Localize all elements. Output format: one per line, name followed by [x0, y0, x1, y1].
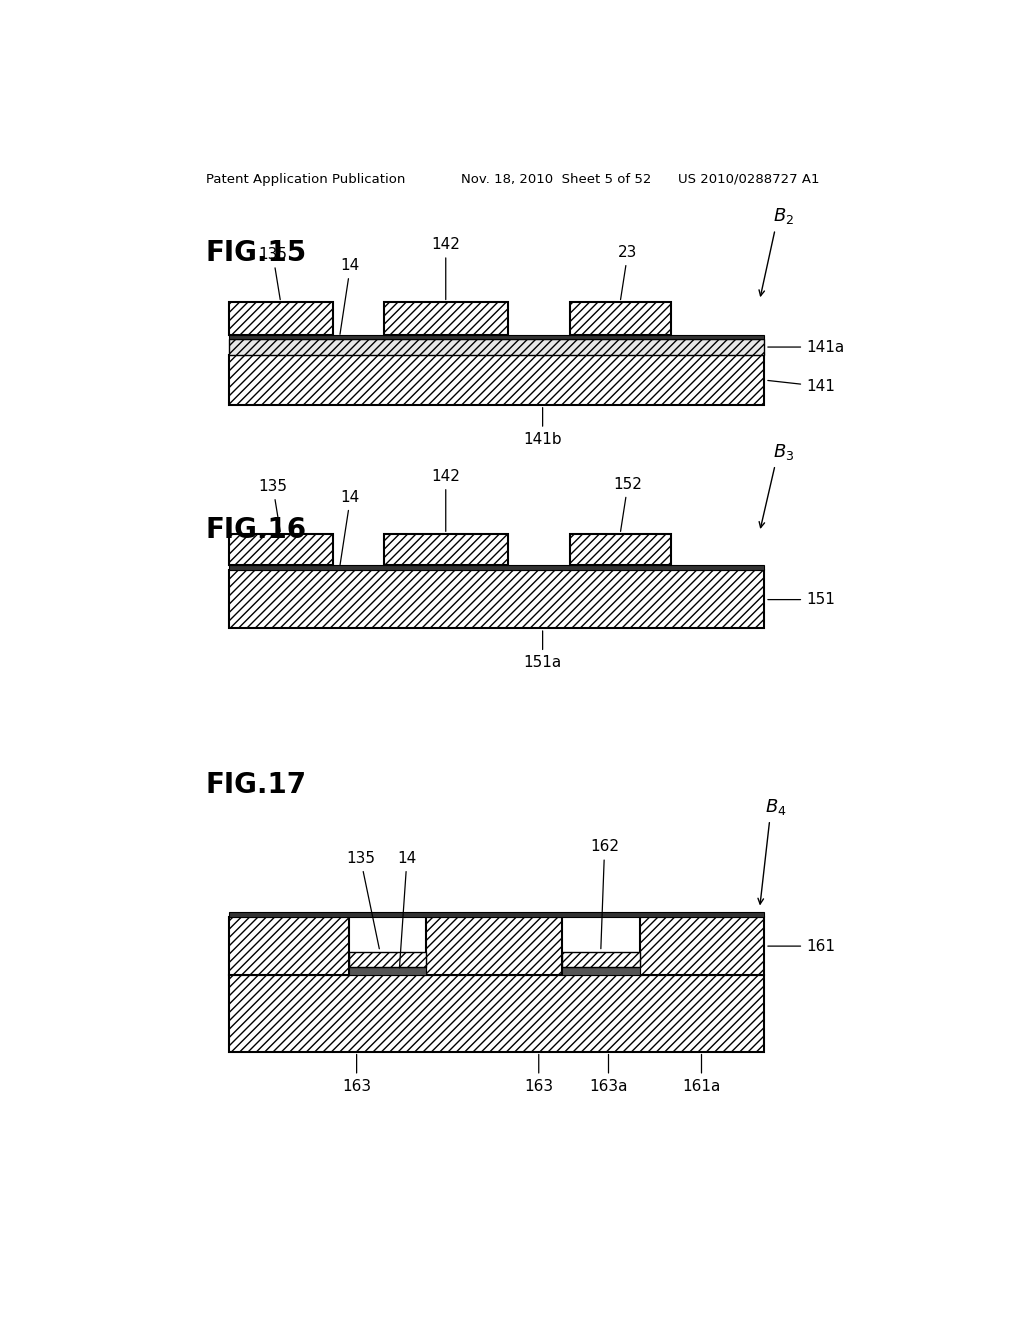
Bar	[640, 917, 764, 974]
Bar	[569, 535, 671, 565]
Bar	[228, 339, 764, 355]
Bar	[569, 302, 671, 335]
Bar	[426, 917, 562, 974]
Bar	[349, 966, 426, 974]
Text: 135: 135	[258, 247, 288, 300]
Text: Nov. 18, 2010  Sheet 5 of 52: Nov. 18, 2010 Sheet 5 of 52	[461, 173, 651, 186]
Text: $B_2$: $B_2$	[773, 206, 794, 226]
Text: $B_4$: $B_4$	[765, 797, 786, 817]
Text: 151a: 151a	[523, 631, 562, 671]
Text: 141b: 141b	[523, 408, 562, 446]
Bar	[562, 952, 640, 966]
Text: 161: 161	[768, 939, 836, 953]
Text: FIG.16: FIG.16	[206, 516, 306, 544]
Text: US 2010/0288727 A1: US 2010/0288727 A1	[678, 173, 820, 186]
Text: 163: 163	[524, 1055, 553, 1093]
Text: 142: 142	[431, 469, 460, 532]
Bar	[384, 302, 508, 335]
Bar	[384, 535, 508, 565]
Text: FIG.15: FIG.15	[206, 239, 307, 267]
Text: 141a: 141a	[768, 339, 845, 355]
Text: 163a: 163a	[589, 1055, 628, 1093]
Bar	[228, 535, 334, 565]
Bar	[228, 302, 334, 335]
Text: 135: 135	[258, 479, 288, 532]
Text: 152: 152	[613, 477, 642, 532]
Text: 142: 142	[431, 238, 460, 300]
Bar	[228, 570, 764, 628]
Text: 14: 14	[340, 490, 360, 565]
Text: 141: 141	[768, 379, 835, 393]
Text: 135: 135	[346, 851, 379, 949]
Text: 161a: 161a	[682, 1055, 721, 1093]
Text: $B_3$: $B_3$	[773, 442, 794, 462]
Bar	[562, 966, 640, 974]
Bar	[228, 917, 349, 974]
Bar	[228, 355, 764, 405]
Text: 23: 23	[618, 246, 638, 300]
Text: 14: 14	[397, 851, 417, 968]
Text: 14: 14	[340, 259, 360, 334]
Text: 162: 162	[590, 840, 620, 949]
Text: Patent Application Publication: Patent Application Publication	[206, 173, 404, 186]
Text: 151: 151	[768, 593, 835, 607]
Text: FIG.17: FIG.17	[206, 771, 306, 799]
Text: 163: 163	[342, 1055, 371, 1093]
Bar	[228, 974, 764, 1052]
Bar	[228, 912, 764, 917]
Bar	[349, 952, 426, 966]
Bar	[228, 335, 764, 339]
Bar	[228, 565, 764, 570]
